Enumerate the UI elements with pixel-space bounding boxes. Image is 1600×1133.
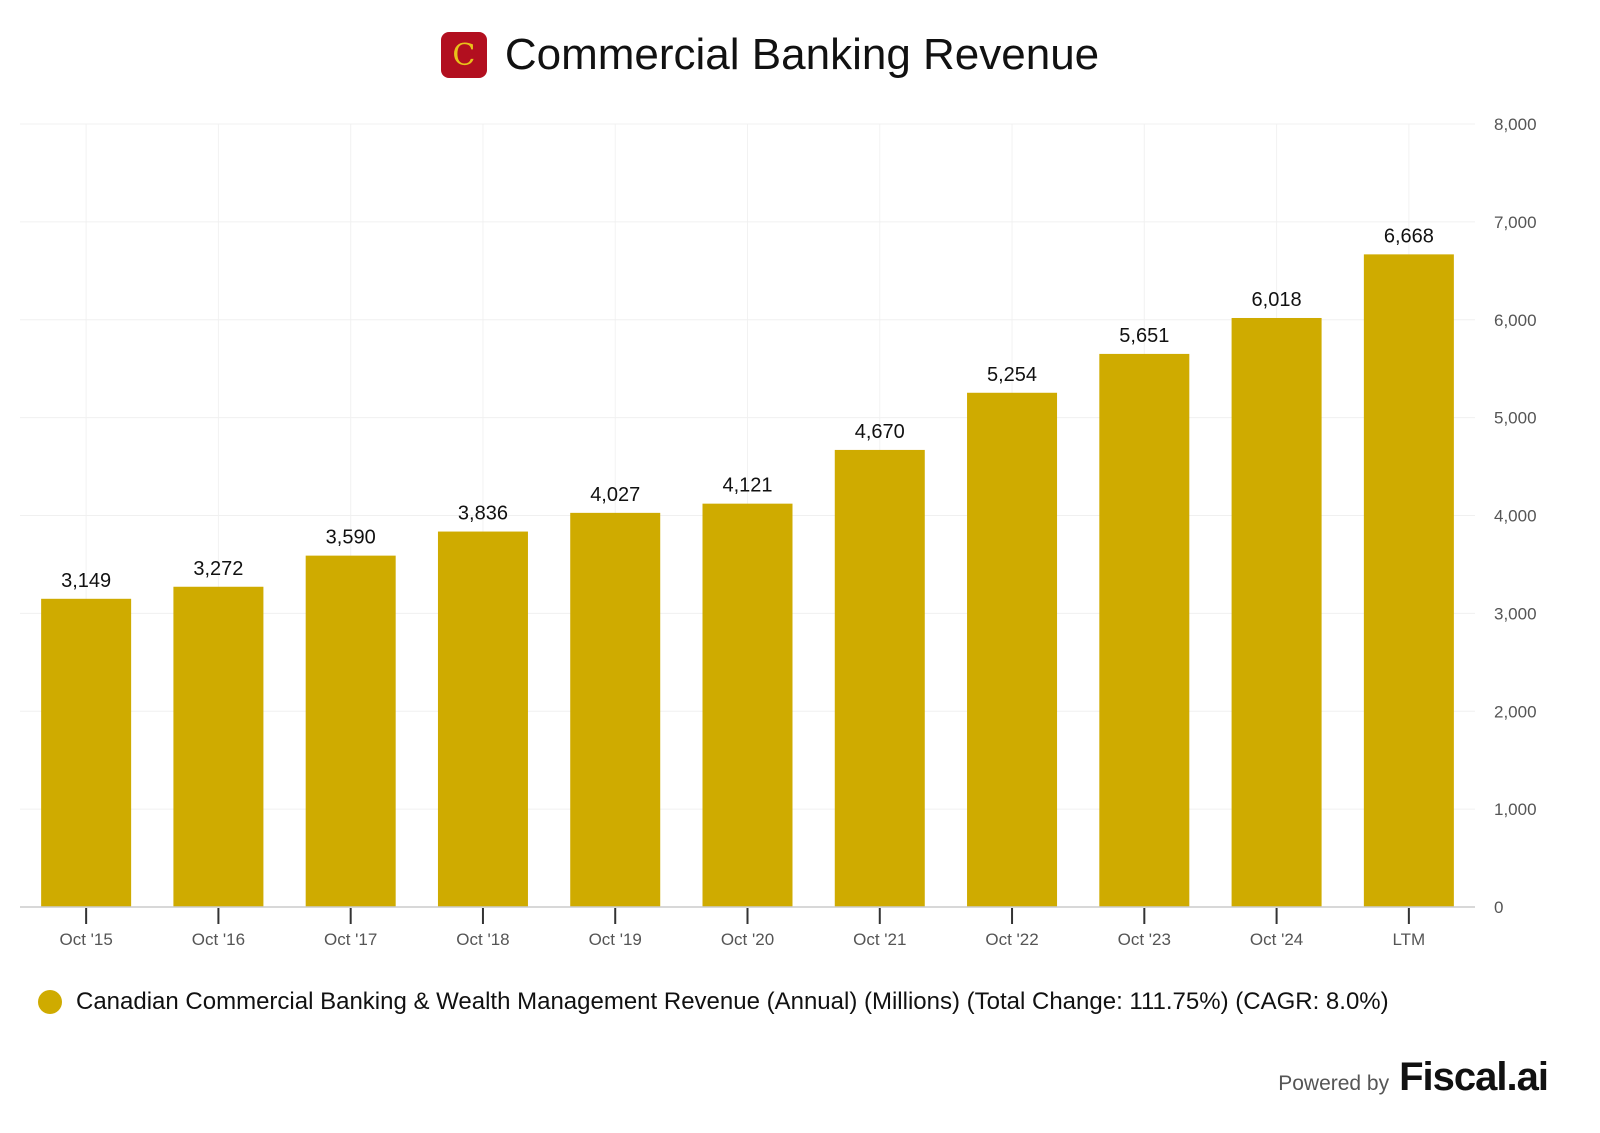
x-tick-label: Oct '17 [324, 930, 377, 949]
y-tick-label: 2,000 [1494, 702, 1537, 721]
bar [305, 555, 396, 907]
bar [702, 503, 793, 907]
y-tick-label: 6,000 [1494, 311, 1537, 330]
bar [173, 586, 264, 907]
y-tick-label: 1,000 [1494, 800, 1537, 819]
x-tick-label: Oct '22 [985, 930, 1038, 949]
x-tick-label: Oct '24 [1250, 930, 1303, 949]
data-label: 5,254 [987, 364, 1037, 386]
data-label: 4,027 [590, 484, 640, 506]
y-tick-label: 4,000 [1494, 507, 1537, 526]
x-tick-label: Oct '23 [1118, 930, 1171, 949]
bar [967, 392, 1058, 907]
data-label: 4,121 [722, 475, 772, 497]
y-tick-label: 3,000 [1494, 604, 1537, 623]
data-label: 3,590 [326, 527, 376, 549]
legend-marker [38, 990, 62, 1014]
x-tick-label: Oct '21 [853, 930, 906, 949]
bar [437, 531, 528, 907]
data-label: 6,018 [1252, 289, 1302, 311]
company-logo: C [440, 32, 487, 78]
legend[interactable]: Canadian Commercial Banking & Wealth Man… [38, 988, 1389, 1016]
chart-title: C Commercial Banking Revenue [0, 30, 1540, 80]
footer-branding: Powered by Fiscal.ai [1278, 1055, 1549, 1100]
data-label: 3,149 [61, 570, 111, 592]
logo-letter: C [452, 37, 476, 73]
powered-by-text: Powered by [1278, 1072, 1390, 1095]
data-label: 3,836 [458, 503, 508, 525]
bar [1099, 353, 1190, 907]
bar [41, 598, 132, 907]
data-label: 3,272 [193, 558, 243, 580]
bar-chart: 0 1,000 2,000 3,000 4,000 5,000 6,000 7,000 8,00… [20, 115, 1537, 949]
legend-label: Canadian Commercial Banking & Wealth Man… [76, 988, 1389, 1015]
y-tick-label: 5,000 [1494, 409, 1537, 428]
data-label: 5,651 [1119, 325, 1169, 347]
brand-logo: Fiscal.ai [1399, 1055, 1549, 1099]
y-tick-label: 7,000 [1494, 213, 1537, 232]
x-tick-label: Oct '18 [456, 930, 509, 949]
x-tick-label: Oct '16 [192, 930, 245, 949]
x-tick-label: LTM [1392, 930, 1425, 949]
y-tick-label: 8,000 [1494, 115, 1537, 134]
x-tick-label: Oct '15 [59, 930, 112, 949]
y-tick-label: 0 [1494, 898, 1503, 917]
x-tick-label: Oct '20 [721, 930, 774, 949]
bar [1363, 254, 1454, 907]
title-text: Commercial Banking Revenue [504, 30, 1100, 79]
bar [834, 449, 925, 907]
bar [1231, 317, 1322, 907]
data-label: 6,668 [1384, 225, 1434, 247]
x-tick-label: Oct '19 [589, 930, 642, 949]
bar [570, 512, 661, 907]
data-label: 4,670 [855, 421, 905, 443]
